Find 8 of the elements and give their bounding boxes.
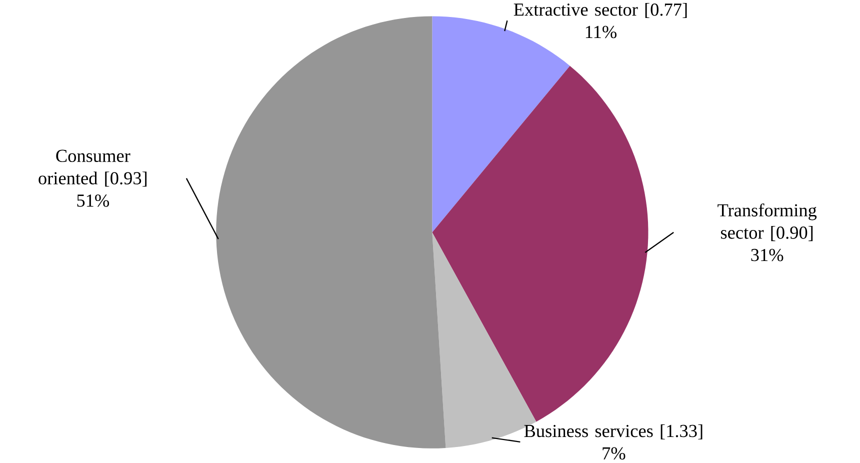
slice-label: Extractive sector [0.77] bbox=[514, 3, 687, 18]
data-label: 51% bbox=[77, 194, 110, 208]
data-label: 31% bbox=[751, 249, 784, 262]
slice-label: Transforming sector [0.90] bbox=[718, 204, 817, 242]
data-label: 11% bbox=[586, 26, 616, 38]
slice-label: Business services [1.33] bbox=[524, 424, 702, 440]
data-label: 7% bbox=[602, 447, 626, 460]
slice-label: Consumer oriented [0.93] bbox=[38, 150, 147, 187]
